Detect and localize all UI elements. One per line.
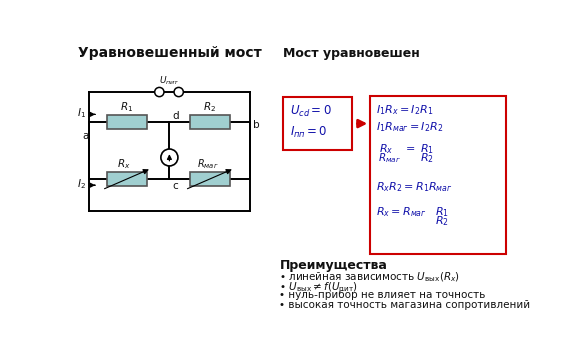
Text: $R_1$: $R_1$	[120, 100, 133, 114]
Text: a: a	[83, 131, 89, 141]
Text: $R_x$: $R_x$	[379, 142, 394, 156]
Text: $R_1$: $R_1$	[435, 205, 449, 219]
Text: $I_{пп} = 0$: $I_{пп} = 0$	[290, 125, 328, 140]
Text: $R_{маг}$: $R_{маг}$	[197, 157, 219, 171]
Text: Мост уравновешен: Мост уравновешен	[282, 48, 419, 60]
Text: • нуль-прибор не влияет на точность: • нуль-прибор не влияет на точность	[280, 290, 486, 300]
Text: Преимущества: Преимущества	[280, 259, 387, 272]
Text: $I_2$: $I_2$	[77, 177, 86, 190]
Text: Уравновешенный мост: Уравновешенный мост	[78, 46, 262, 60]
Bar	[107, 115, 147, 129]
Bar	[107, 172, 147, 186]
Text: $R_xR_2 = R_1R_{маг}$: $R_xR_2 = R_1R_{маг}$	[377, 181, 453, 194]
Text: $R_2$: $R_2$	[203, 100, 216, 114]
Text: c: c	[173, 181, 179, 191]
Text: b: b	[253, 120, 259, 130]
Text: $R_2$: $R_2$	[435, 214, 449, 228]
Text: • высокая точность магазина сопротивлений: • высокая точность магазина сопротивлени…	[280, 300, 530, 310]
Text: $U_{пит}$: $U_{пит}$	[158, 74, 179, 87]
Circle shape	[154, 87, 164, 97]
Bar	[282, 97, 352, 150]
Text: $I_1R_x = I_2R_1$: $I_1R_x = I_2R_1$	[377, 103, 433, 117]
Text: • $U_{\mathregular{вых}}$$\neq$$f(U_{\mathregular{пит}})$: • $U_{\mathregular{вых}}$$\neq$$f(U_{\ma…	[280, 280, 358, 294]
Text: d: d	[173, 111, 179, 121]
Text: $R_{маг}$: $R_{маг}$	[378, 151, 401, 165]
Bar	[189, 115, 230, 129]
Circle shape	[174, 87, 183, 97]
Text: $I_1$: $I_1$	[77, 106, 86, 120]
Text: $R_1$: $R_1$	[421, 142, 435, 156]
Text: $U_{cd} = 0$: $U_{cd} = 0$	[290, 103, 332, 119]
Text: $=$: $=$	[404, 142, 416, 152]
Bar	[370, 96, 506, 254]
Text: $I_1R_{маг} = I_2R_2$: $I_1R_{маг} = I_2R_2$	[377, 121, 444, 134]
Text: $R_2$: $R_2$	[421, 151, 435, 165]
Text: $R_x$: $R_x$	[117, 157, 130, 171]
Bar	[189, 172, 230, 186]
Circle shape	[161, 149, 178, 166]
Text: $R_x = R_{маг}$: $R_x = R_{маг}$	[377, 205, 427, 219]
Text: • линейная зависимость $U_{\mathregular{вых}}(R_x)$: • линейная зависимость $U_{\mathregular{…	[280, 270, 460, 283]
